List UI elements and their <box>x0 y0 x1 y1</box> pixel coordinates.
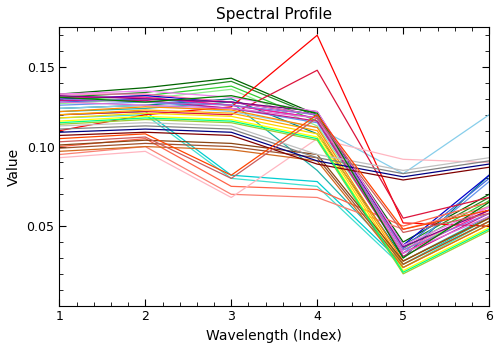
Title: Spectral Profile: Spectral Profile <box>216 7 332 22</box>
X-axis label: Wavelength (Index): Wavelength (Index) <box>206 329 342 343</box>
Y-axis label: Value: Value <box>7 147 21 186</box>
